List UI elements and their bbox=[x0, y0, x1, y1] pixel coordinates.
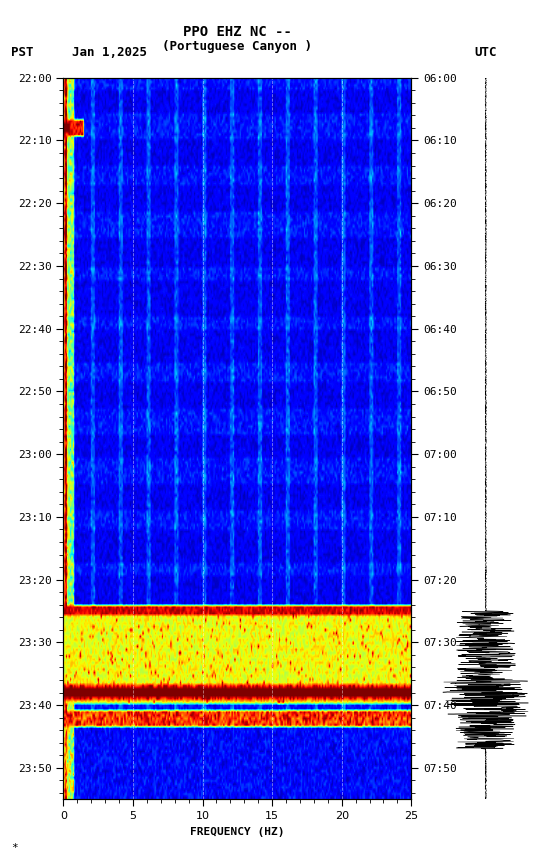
Text: PPO EHZ NC --: PPO EHZ NC -- bbox=[183, 25, 292, 39]
Text: (Portuguese Canyon ): (Portuguese Canyon ) bbox=[162, 40, 312, 53]
Text: UTC: UTC bbox=[474, 46, 497, 59]
Text: *: * bbox=[11, 843, 18, 853]
Text: Jan 1,2025: Jan 1,2025 bbox=[72, 46, 147, 59]
X-axis label: FREQUENCY (HZ): FREQUENCY (HZ) bbox=[190, 827, 285, 836]
Text: PST: PST bbox=[11, 46, 34, 59]
